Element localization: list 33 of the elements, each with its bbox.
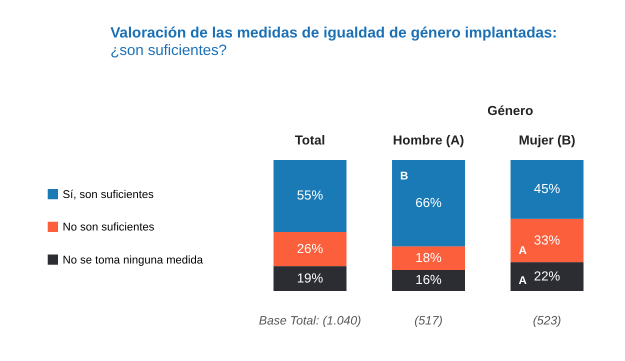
bar (274, 232, 346, 266)
text: Base Total: (1.040) (258, 314, 362, 328)
bar (274, 160, 346, 232)
text: (517) (414, 314, 443, 328)
bar (392, 246, 466, 270)
x-tick-label: Mujer (B) (518, 132, 576, 148)
data-label: 18% (415, 250, 442, 265)
x-tick-label: Total (294, 132, 326, 148)
annotation: A (518, 245, 527, 258)
bar (510, 262, 584, 291)
bar (392, 160, 466, 246)
data-label: 45% (534, 181, 560, 196)
data-label: 16% (415, 272, 442, 288)
annotation: B (400, 170, 408, 182)
x-tick-label: Hombre (A) (392, 132, 464, 148)
data-label: 19% (296, 270, 324, 286)
data-label: 66% (415, 194, 442, 210)
bar (510, 218, 584, 262)
data-label: 55% (296, 188, 324, 203)
legend-label: Sí, son suficientes (62, 188, 154, 201)
data-label: 33% (534, 232, 560, 248)
bar (392, 270, 466, 291)
chart-title: Valoración de las medidas de igualdad de género implantadas: (110, 24, 558, 42)
bar (510, 160, 584, 219)
chart-subtitle: ¿son suficientes? (110, 42, 227, 60)
annotation: A (518, 275, 527, 288)
data-label: 22% (534, 268, 560, 284)
legend-label: No son suficientes (62, 222, 155, 234)
text: (523) (532, 314, 562, 328)
text: Género (487, 103, 534, 118)
bar (274, 266, 346, 291)
legend-label: No se toma ninguna medida (62, 254, 204, 266)
data-label: 26% (296, 240, 324, 256)
